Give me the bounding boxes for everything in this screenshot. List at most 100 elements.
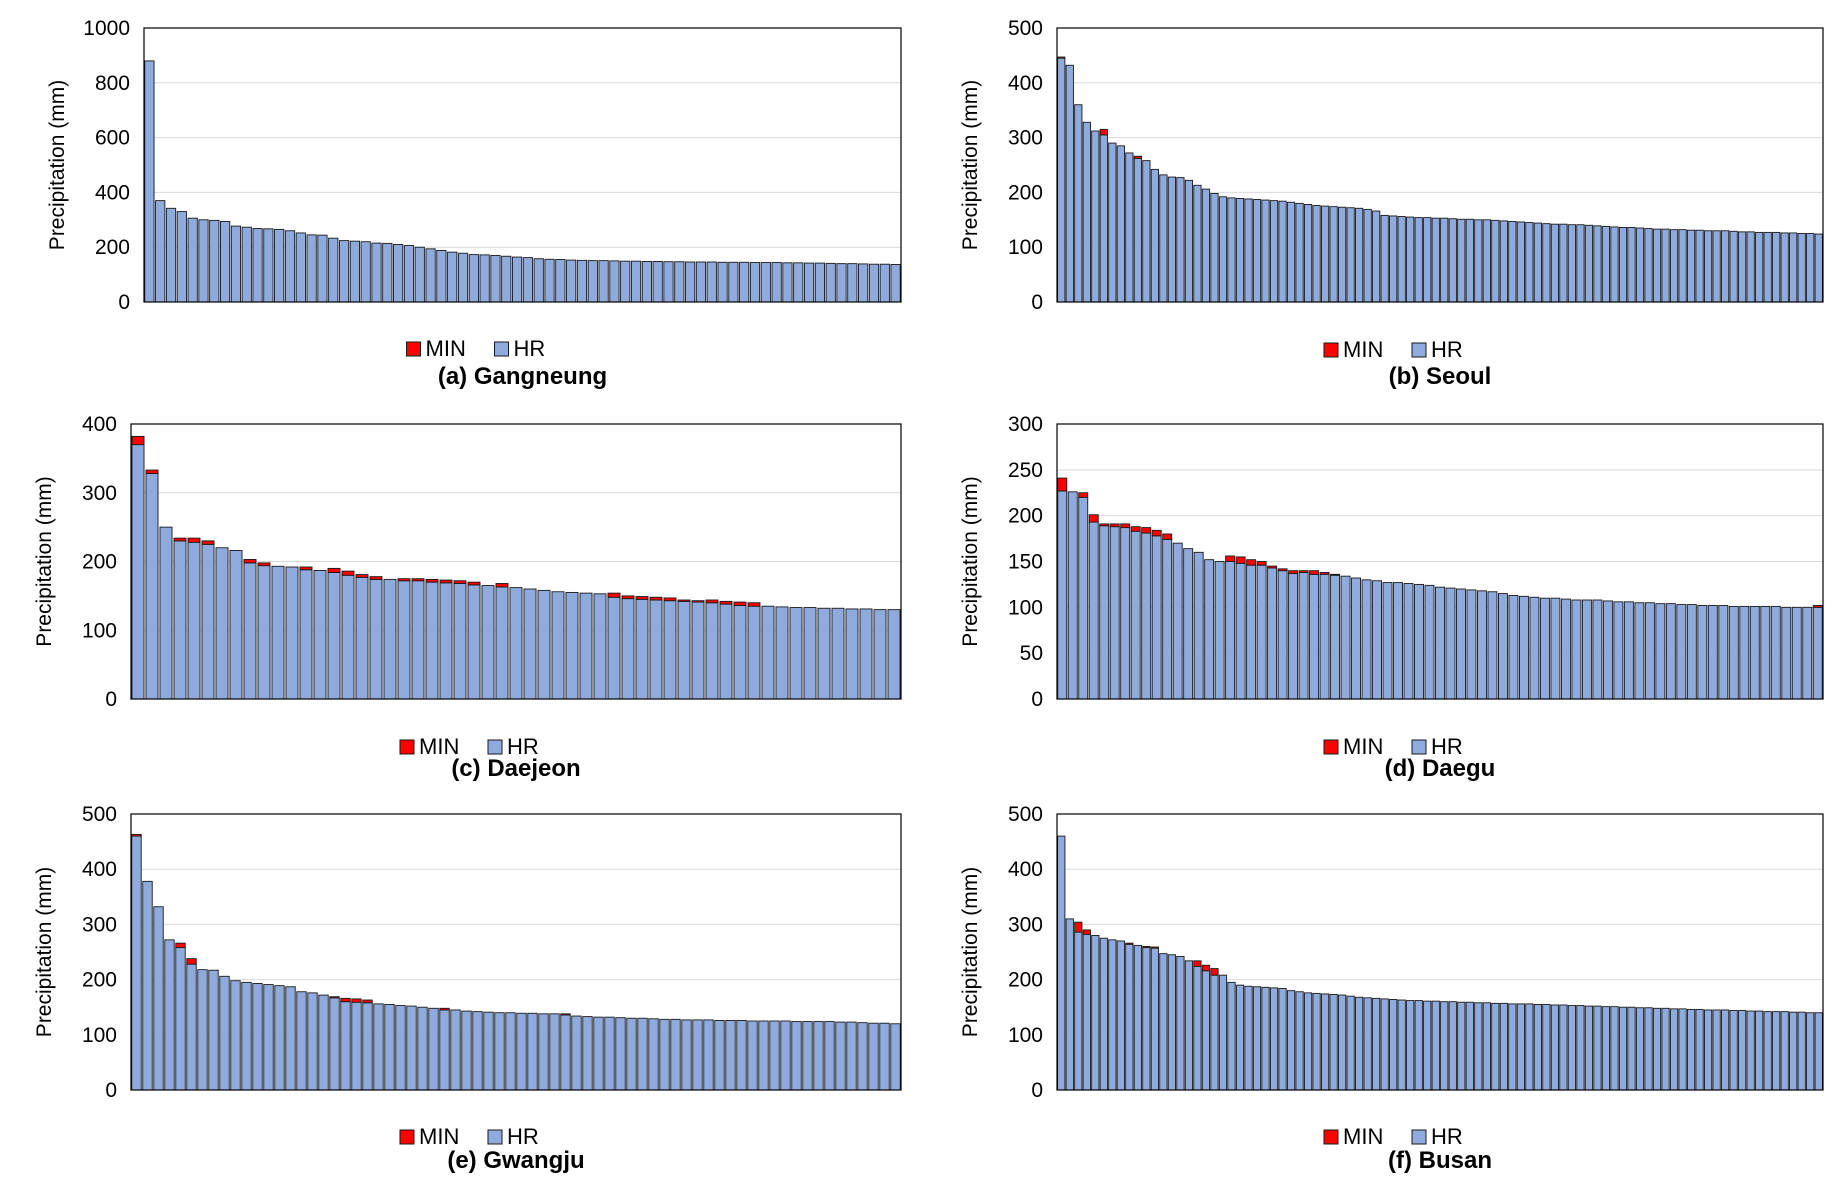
y-tick-label: 0 xyxy=(1031,291,1043,314)
legend-label-min: MIN xyxy=(1343,734,1383,759)
bar-hr xyxy=(313,569,327,700)
bar-hr xyxy=(879,1022,890,1091)
y-axis-title: Precipitation (mm) xyxy=(959,867,982,1037)
bar-min xyxy=(663,597,677,602)
bar-hr xyxy=(831,607,845,700)
bar-hr xyxy=(1789,1011,1798,1091)
bar-hr xyxy=(593,593,607,700)
bar-hr xyxy=(1218,974,1228,1091)
bar-hr xyxy=(186,963,197,1091)
bar-hr xyxy=(450,1009,461,1091)
bar-min xyxy=(691,600,705,603)
bar-hr xyxy=(369,578,383,700)
bar-hr xyxy=(598,260,609,303)
bar-hr xyxy=(436,250,447,303)
y-axis-title: Precipitation (mm) xyxy=(33,867,56,1037)
bar-hr xyxy=(551,591,565,700)
legend-label-min: MIN xyxy=(419,1124,459,1149)
bar-hr xyxy=(1465,218,1474,303)
bar-hr xyxy=(538,1013,549,1091)
bar-hr xyxy=(164,939,175,1091)
bar-hr xyxy=(384,1003,395,1091)
bar-hr xyxy=(457,252,469,303)
bar-hr xyxy=(1755,231,1764,303)
bar-hr xyxy=(1584,1005,1594,1091)
bar-min xyxy=(1142,946,1151,949)
bar-min xyxy=(649,596,663,601)
bar-min xyxy=(1277,568,1288,572)
bar-min xyxy=(187,537,201,543)
bar-hr xyxy=(461,1010,472,1091)
bar-hr xyxy=(670,1018,681,1091)
bar-hr xyxy=(857,1022,868,1091)
bar-hr xyxy=(1295,991,1304,1091)
bar-hr xyxy=(1298,572,1309,700)
bar-hr xyxy=(1431,1000,1440,1091)
y-tick-label: 200 xyxy=(82,969,117,992)
legend-label-min: MIN xyxy=(1343,1124,1383,1149)
bar-hr xyxy=(803,607,817,700)
bar-hr xyxy=(1406,216,1415,303)
bar-hr xyxy=(1414,583,1424,700)
bar-hr xyxy=(1244,985,1253,1091)
bar-hr xyxy=(549,1013,560,1091)
legend-swatch-min xyxy=(1323,739,1339,755)
bar-min xyxy=(397,578,411,582)
bar-hr xyxy=(705,602,719,700)
y-tick-label: 0 xyxy=(105,688,117,711)
bar-hr xyxy=(428,1007,439,1091)
bar-hr xyxy=(1627,1006,1636,1091)
chart-panel-4: 0 50 100 150 200 250 300 Precipitation (mm) MIN H… xyxy=(959,413,1824,782)
bar-hr xyxy=(835,1021,846,1091)
bar-hr xyxy=(483,1011,494,1091)
bar-hr xyxy=(187,217,198,303)
bar-hr xyxy=(649,599,663,700)
y-tick-label: 600 xyxy=(95,127,130,150)
y-tick-label: 400 xyxy=(82,858,117,881)
bar-hr xyxy=(663,261,674,303)
legend-swatch-min xyxy=(399,739,415,755)
bar-hr xyxy=(523,588,537,700)
bar-hr xyxy=(560,1014,571,1091)
bar-hr xyxy=(1440,217,1449,303)
bar-hr xyxy=(736,1020,747,1091)
bar-hr xyxy=(447,251,458,303)
bar-hr xyxy=(1320,205,1330,303)
bar-hr xyxy=(1150,947,1159,1091)
bar-hr xyxy=(1780,232,1789,303)
legend-label-hr: HR xyxy=(507,734,539,759)
bar-hr xyxy=(1669,229,1679,303)
panel-caption: (e) Gwangju xyxy=(447,1147,584,1174)
bar-hr xyxy=(1613,601,1624,700)
bar-hr xyxy=(1712,230,1721,303)
bar-hr xyxy=(406,1005,417,1091)
bar-hr xyxy=(1772,1011,1781,1091)
bar-hr xyxy=(1602,600,1613,700)
bar-hr xyxy=(209,219,220,303)
bar-min xyxy=(327,567,341,573)
bar-hr xyxy=(1184,179,1194,303)
y-tick-label: 400 xyxy=(95,181,130,204)
bar-hr xyxy=(692,1019,703,1091)
bar-min xyxy=(299,566,313,571)
bar-hr xyxy=(145,473,159,700)
bar-hr xyxy=(771,262,782,303)
bar-hr xyxy=(1584,224,1594,303)
bar-hr xyxy=(1393,582,1403,700)
bar-hr xyxy=(1581,599,1592,700)
bar-hr xyxy=(1125,943,1134,1091)
bar-hr xyxy=(1718,605,1729,700)
bar-min xyxy=(1246,559,1257,566)
bar-hr xyxy=(1312,205,1321,303)
bar-min xyxy=(635,596,649,600)
bar-hr xyxy=(1448,1001,1457,1091)
bar-hr xyxy=(1130,530,1141,700)
bar-hr xyxy=(403,245,415,303)
bar-hr xyxy=(509,587,523,700)
y-tick-label: 100 xyxy=(1008,596,1043,619)
bar-hr xyxy=(579,592,593,700)
bar-hr xyxy=(1193,551,1204,700)
bar-hr xyxy=(1435,586,1445,700)
bar-min xyxy=(257,562,271,567)
legend-swatch-min xyxy=(1323,342,1339,358)
